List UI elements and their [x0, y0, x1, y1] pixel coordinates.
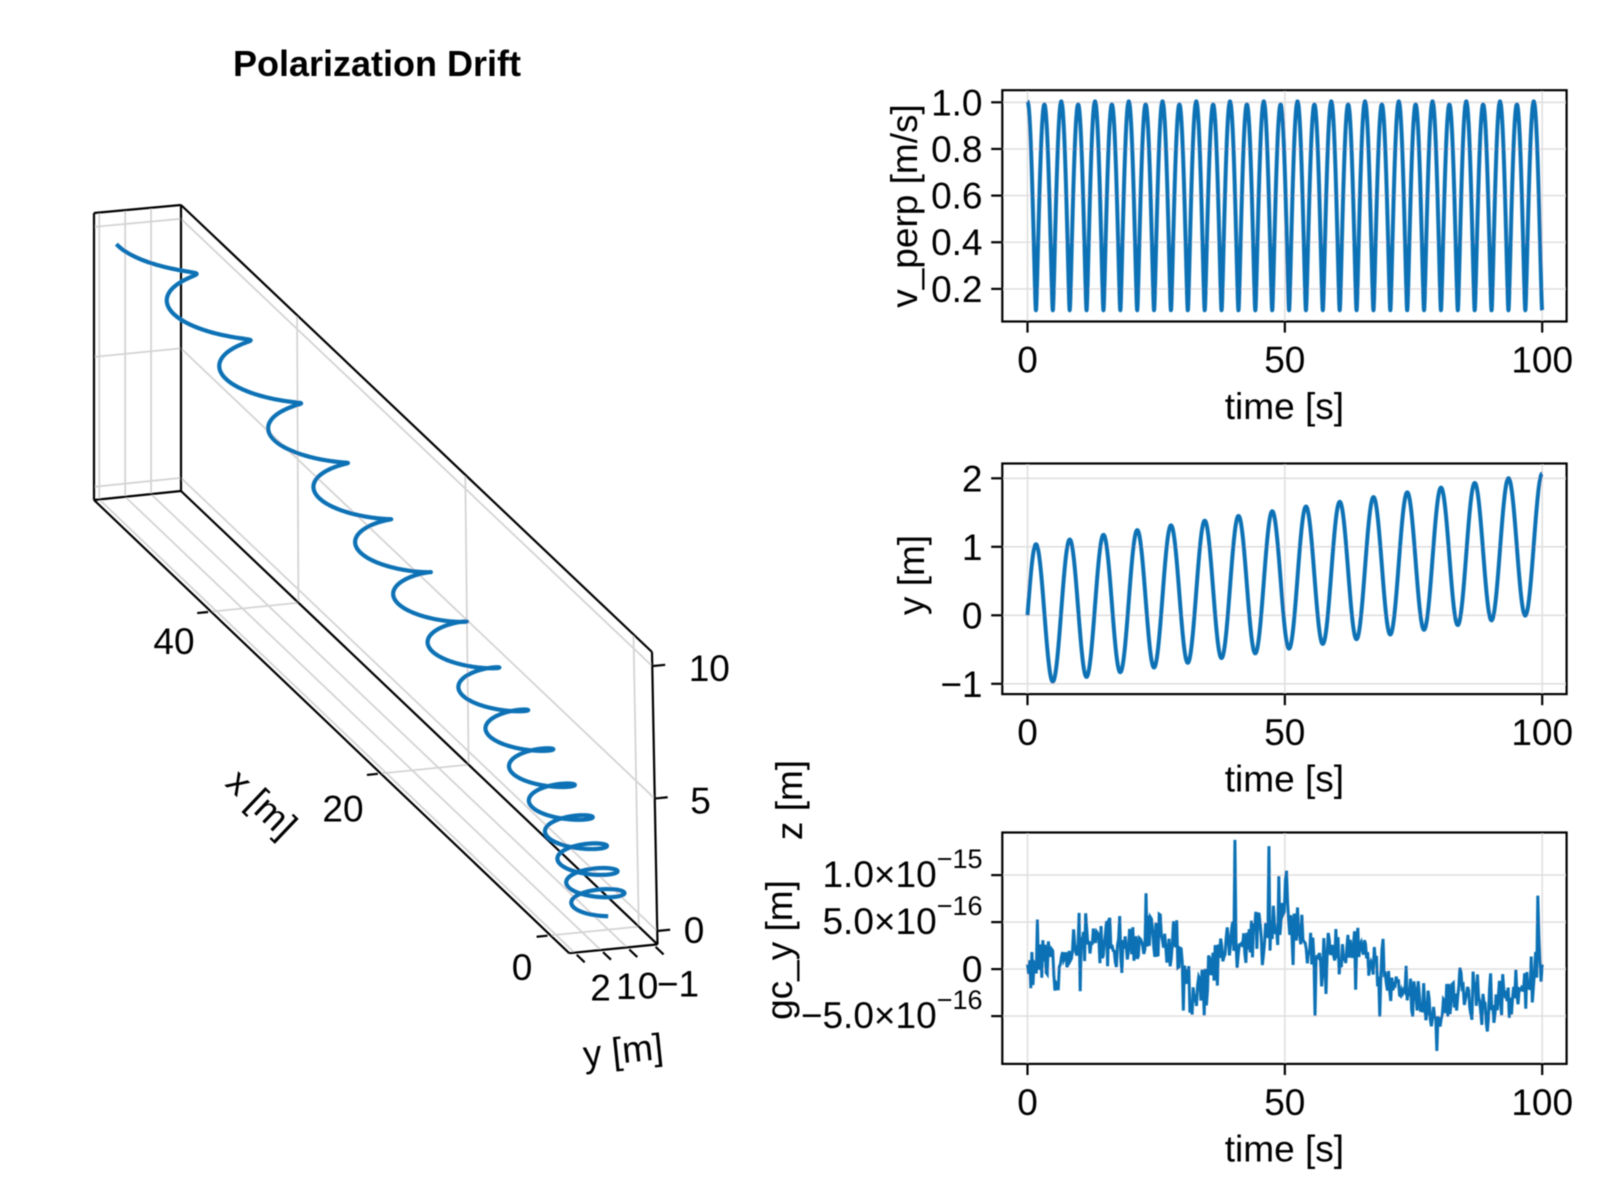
svg-text:1: 1 [616, 966, 637, 1007]
svg-text:time [s]: time [s] [1225, 759, 1344, 800]
svg-text:50: 50 [1264, 1082, 1305, 1123]
svg-text:0.8: 0.8 [931, 129, 982, 170]
svg-text:y [m]: y [m] [891, 535, 932, 615]
svg-text:0: 0 [638, 966, 659, 1007]
svg-text:0: 0 [1017, 340, 1038, 381]
svg-text:0.6: 0.6 [931, 176, 982, 217]
svg-text:50: 50 [1264, 340, 1305, 381]
svg-text:0: 0 [1017, 1082, 1038, 1123]
svg-text:0.4: 0.4 [931, 222, 982, 263]
svg-text:gc_y [m]: gc_y [m] [759, 880, 800, 1020]
svg-text:100: 100 [1511, 340, 1573, 381]
svg-text:1: 1 [962, 527, 983, 568]
svg-text:0: 0 [962, 949, 983, 990]
svg-text:v_perp [m/s]: v_perp [m/s] [884, 104, 925, 308]
svg-text:1.0: 1.0 [931, 82, 982, 123]
svg-text:time [s]: time [s] [1225, 386, 1344, 427]
svg-text:10: 10 [689, 648, 730, 689]
svg-text:2: 2 [962, 458, 983, 499]
svg-text:0: 0 [512, 947, 533, 988]
svg-text:100: 100 [1511, 1082, 1573, 1123]
svg-text:50: 50 [1264, 712, 1305, 753]
svg-text:−1: −1 [657, 964, 699, 1005]
svg-text:40: 40 [153, 621, 194, 662]
svg-text:−1: −1 [940, 664, 982, 705]
svg-text:0.2: 0.2 [931, 269, 982, 310]
svg-text:0: 0 [1017, 712, 1038, 753]
svg-text:2: 2 [590, 968, 611, 1009]
svg-text:0: 0 [962, 595, 983, 636]
svg-text:Polarization Drift: Polarization Drift [233, 43, 521, 84]
svg-text:5: 5 [690, 780, 711, 821]
svg-text:100: 100 [1511, 712, 1573, 753]
svg-text:z [m]: z [m] [769, 760, 810, 840]
svg-text:time [s]: time [s] [1225, 1128, 1344, 1169]
svg-text:20: 20 [322, 789, 363, 830]
svg-text:0: 0 [684, 910, 705, 951]
svg-text:y [m]: y [m] [581, 1026, 665, 1075]
